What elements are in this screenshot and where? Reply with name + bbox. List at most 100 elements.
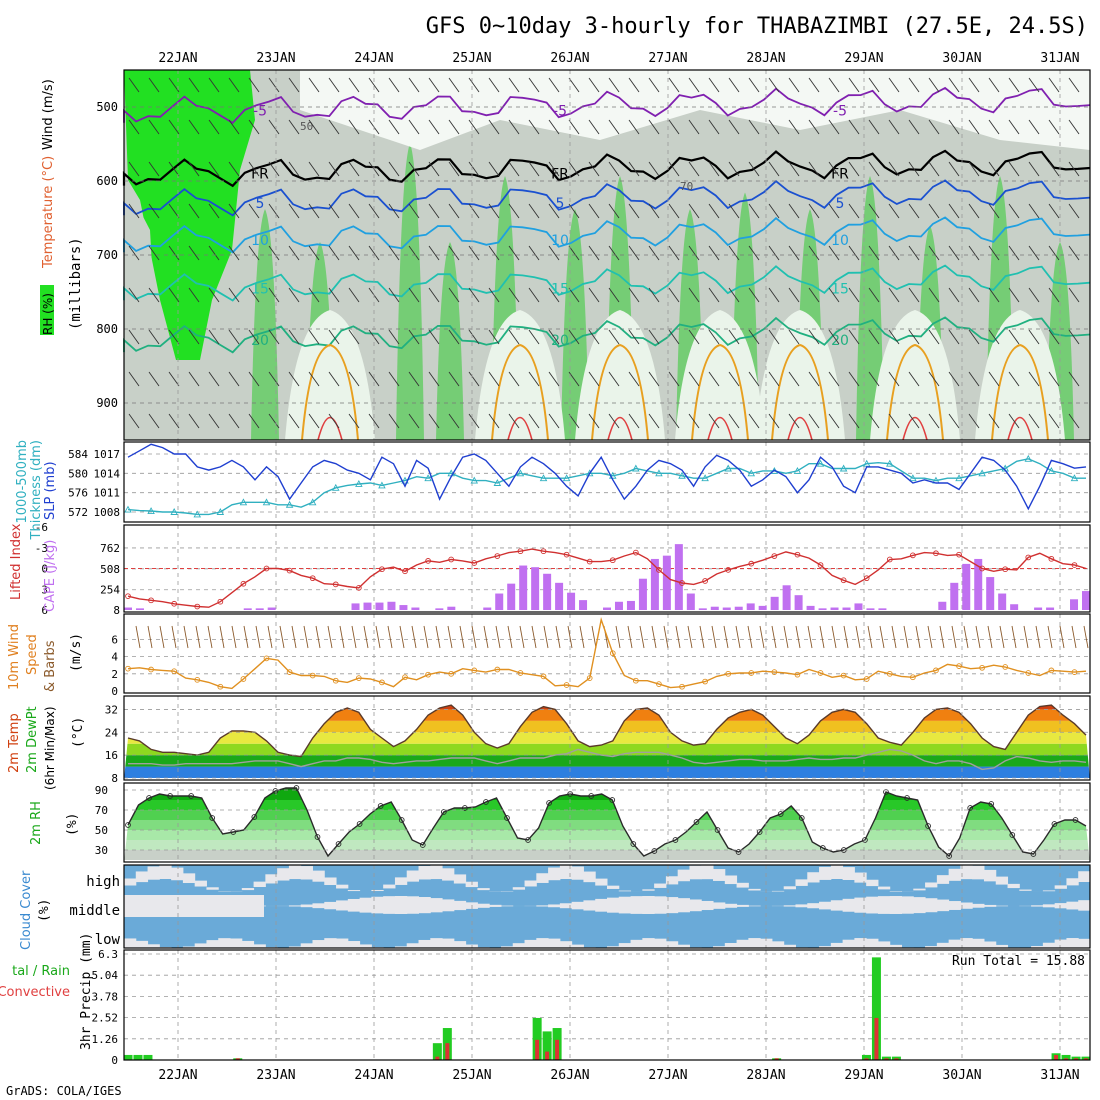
upper-wind-barb [428,161,440,177]
cape-bar [842,607,851,610]
cloud-low-cell [300,943,313,948]
cape-bar [962,563,971,610]
upper-wind-barb [968,119,980,135]
thickness-line-point [793,466,802,474]
cloud-low-cell [430,938,443,948]
cloud-high-cell [171,867,184,881]
rh-band [124,830,1090,840]
upper-wind-barb [668,203,680,219]
wind-barb [363,625,369,649]
upper-wind-barb [528,245,540,261]
upper-wind-barb [228,203,240,219]
thickness-line-point [262,498,271,506]
upper-wind-barb [748,77,760,93]
upper-wind-barb [848,287,860,303]
upper-wind-barb [228,161,240,177]
upper-wind-barb [628,413,640,429]
wind-speed-line-point [148,666,154,673]
wind-barb [351,625,357,649]
cloud-high-cell [995,876,1009,885]
upper-wind-barb [528,119,540,135]
wind-barb [147,625,153,649]
upper-wind-barb [688,161,700,177]
rh2m-line-point [862,837,868,843]
rh2m-line-point [777,811,784,817]
cloud-high-cell [418,865,431,880]
upper-wind-barb [948,287,960,303]
upper-wind-barb [128,119,140,135]
upper-wind-barb [788,329,800,345]
upper-wind-barb [308,371,320,387]
upper-wind-barb [728,119,740,135]
wind-barb [1035,625,1041,649]
upper-wind-barb [468,371,480,387]
upper-wind-barb [148,245,160,261]
bottom-date-label: 24JAN [354,1068,393,1083]
wind-speed-line-point [194,676,201,683]
upper-wind-barb [948,203,960,219]
rh-contour-label: 70 [680,180,693,193]
upper-wind-barb [388,371,400,387]
rh2m-line-point [504,815,510,821]
wind-speed-line-point [586,675,593,681]
wind-speed-line-point [979,664,985,671]
cloud-middle-cell [383,896,396,914]
upper-wind-barb [948,329,960,345]
upper-wind-barb [488,245,500,261]
upper-wind-barb [448,371,460,387]
upper-wind-barb [808,77,820,93]
precip-total-bar [432,1043,442,1060]
upper-wind-barb [1068,371,1080,387]
precip-tick-label: 3.78 [92,990,119,1003]
upper-wind-barb [168,77,180,93]
wind-barb [1047,625,1053,649]
slp-tick-label: 1014 [94,467,121,480]
upper-wind-barb [1028,413,1040,429]
upper-wind-barb [608,245,620,261]
upper-wind-barb [448,413,460,429]
upper-wind-barb [348,77,360,93]
cape-bar [710,606,719,610]
upper-wind-barb [268,203,280,219]
cloud-low-cell [983,941,997,948]
lifted-index-line-point [148,597,154,604]
rh2m-line-point [693,819,700,825]
cloud-middle-cell [347,898,361,912]
upper-wind-barb [508,203,520,219]
upper-wind-barb [368,413,380,429]
cloud-low-cell [194,943,207,948]
lifted-index-line-point [263,565,270,572]
upper-wind-barb [308,245,320,261]
thickness-line-point [862,459,871,467]
cloud-high-cell [182,873,196,884]
dewpt2m-axis-label: 2m DewPt [25,706,40,773]
cloud-low-cell [960,938,973,948]
cloud-middle-cell [830,900,844,911]
rh-tick-label: 30 [95,844,108,857]
cape-bar [974,558,983,610]
upper-wind-barb [248,119,260,135]
cape-bar [255,608,264,610]
cape-bar [662,555,671,610]
thickness-tick-label: 572 [68,506,88,519]
upper-wind-barb [288,413,300,429]
cloud-middle-cell [394,896,408,914]
precip-conv-bar [864,1058,869,1060]
wind-speed-line-point [494,666,501,673]
precip-frame [123,949,1091,1061]
cloud-middle-cell [583,900,596,911]
cloud-high-cell [983,869,997,882]
upper-wind-barb [928,119,940,135]
cloud-high-cell [960,865,973,880]
upper-air-frame [123,69,1091,441]
upper-wind-barb [748,161,760,177]
upper-wind-barb [488,371,500,387]
cloud-middle-cell [300,904,313,908]
upper-wind-barb [508,371,520,387]
precip-total-axis-label: tal / Rain [12,964,70,979]
cloud-low-cell [182,946,196,948]
rh2m-line-point [1009,832,1016,838]
upper-wind-barb [348,245,360,261]
cloud-low-cell [241,940,255,948]
upper-wind-barb [828,77,840,93]
